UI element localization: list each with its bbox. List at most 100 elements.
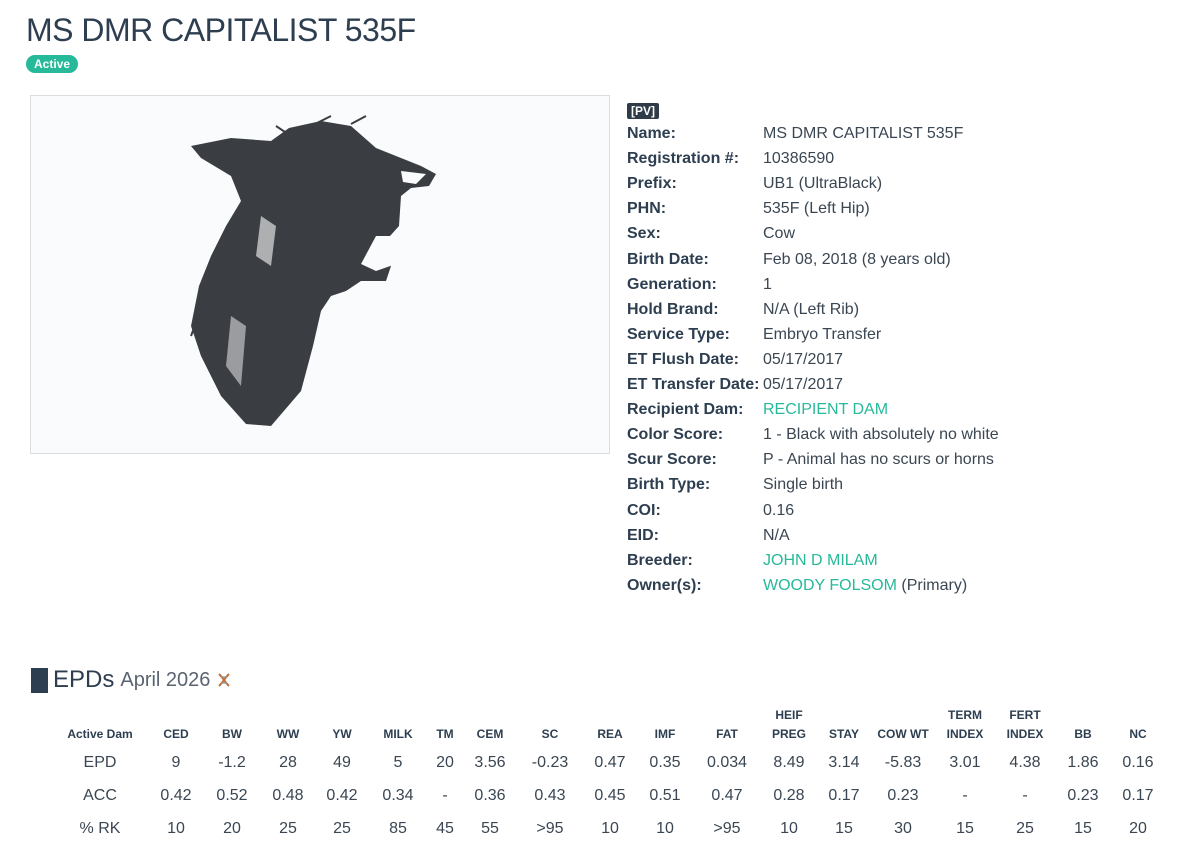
- detail-value: 05/17/2017: [763, 376, 843, 394]
- epd-cell: 0.28: [773, 787, 805, 804]
- epd-cell: 3.01: [949, 754, 981, 771]
- epd-cell: 15: [1074, 820, 1092, 837]
- row-label: ACC: [83, 787, 117, 804]
- epd-title: EPDs: [53, 666, 115, 693]
- epd-cell: -5.83: [884, 754, 922, 771]
- epd-cell: 15: [835, 820, 853, 837]
- epd-cell: 3.56: [474, 754, 506, 771]
- detail-text: 05/17/2017: [763, 376, 844, 393]
- detail-text: Single birth: [763, 476, 844, 494]
- epd-cell: 3.14: [828, 754, 860, 771]
- epd-cell: >95: [713, 820, 741, 837]
- epd-cell: 0.52: [216, 787, 248, 804]
- animal-title: MS DMR CAPITALIST 535F: [26, 12, 416, 48]
- detail-label: Recipient Dam:: [627, 401, 744, 419]
- epd-cell: 0.34: [382, 787, 414, 804]
- detail-text: Cow: [763, 225, 796, 243]
- epd-cell: 49: [333, 754, 351, 771]
- detail-label: Registration #:: [627, 150, 740, 168]
- epd-cell: 45: [436, 820, 454, 837]
- epd-cell: 0.17: [828, 787, 860, 804]
- epd-date: April 2026: [120, 668, 211, 691]
- column-header: CEM: [476, 727, 504, 741]
- detail-value: P - Animal has no scurs or horns: [763, 451, 994, 469]
- detail-text: 1 - Black with absolutely no white: [763, 426, 999, 444]
- column-header: FAT: [716, 727, 738, 741]
- column-header: IMF: [654, 727, 676, 741]
- cow-drawing: [190, 115, 436, 426]
- detail-text: N/A: [763, 526, 790, 544]
- detail-text: N/A (Left Rib): [763, 300, 860, 318]
- epd-cell: 0.16: [1122, 754, 1154, 771]
- epd-cell: 10: [656, 820, 674, 837]
- epd-cell: 25: [333, 820, 351, 837]
- epd-cell: 10: [601, 820, 619, 837]
- column-header: SC: [541, 727, 559, 741]
- epd-cell: 0.47: [594, 754, 626, 771]
- column-header: CED: [163, 727, 189, 741]
- status-pill: Active: [26, 55, 79, 73]
- epd-cell: 0.51: [649, 787, 681, 804]
- epd-cell: 0.17: [1122, 787, 1154, 804]
- epd-cell: -: [962, 787, 968, 804]
- detail-value: 1 - Black with absolutely no white: [763, 426, 999, 444]
- epd-cell: -0.23: [531, 754, 569, 771]
- epd-cell: 9: [171, 754, 181, 771]
- epd-cell: -: [1022, 787, 1028, 804]
- detail-label: COI:: [627, 501, 661, 519]
- detail-value: JOHN D MILAM: [763, 552, 878, 570]
- row-label: % RK: [79, 820, 121, 837]
- detail-value: WOODY FOLSOM (Primary): [763, 577, 967, 595]
- epd-cell: 55: [481, 820, 499, 837]
- epd-cell: 0.47: [711, 787, 743, 804]
- dna-icon: [218, 673, 231, 687]
- epd-cell: 25: [1016, 820, 1034, 837]
- detail-text: 05/17/2017: [763, 350, 844, 368]
- column-header: HEIF PREG: [771, 708, 806, 741]
- detail-label: ET Flush Date:: [627, 350, 740, 368]
- detail-label: Generation:: [627, 275, 717, 293]
- pv-badge: [PV]: [627, 103, 659, 119]
- detail-link[interactable]: JOHN D MILAM: [763, 551, 878, 569]
- epd-cell: 4.38: [1009, 754, 1041, 771]
- detail-value: UB1 (UltraBlack): [763, 175, 882, 193]
- epd-cell: 0.48: [272, 787, 304, 804]
- detail-label: Sex:: [627, 225, 661, 243]
- epd-cell: 0.43: [534, 787, 566, 804]
- epd-cell: 15: [956, 820, 974, 837]
- detail-text: 10386590: [763, 150, 835, 168]
- detail-value: N/A: [763, 527, 790, 545]
- detail-value: 1: [763, 276, 772, 294]
- animal-photo: [30, 95, 610, 454]
- row-label: EPD: [83, 754, 117, 771]
- column-header: WW: [276, 727, 300, 741]
- detail-label: Breeder:: [627, 551, 693, 569]
- detail-value: RECIPIENT DAM: [763, 401, 888, 419]
- detail-label: PHN:: [627, 200, 667, 218]
- detail-text: UB1 (UltraBlack): [763, 175, 883, 193]
- detail-text: MS DMR CAPITALIST 535F: [763, 125, 964, 142]
- epd-cell: 20: [1129, 820, 1147, 837]
- detail-label: Birth Date:: [627, 250, 709, 268]
- detail-label: Color Score:: [627, 426, 724, 444]
- detail-value: 535F (Left Hip): [763, 200, 870, 218]
- epd-cell: 20: [436, 754, 454, 771]
- detail-label: ET Transfer Date:: [627, 376, 760, 393]
- detail-link[interactable]: WOODY FOLSOM: [763, 576, 897, 594]
- detail-value: 05/17/2017: [763, 351, 843, 369]
- epd-cell: 0.034: [706, 754, 748, 771]
- epd-cell: 1.86: [1067, 754, 1099, 771]
- column-header: MILK: [383, 727, 413, 741]
- column-header: Active Dam: [67, 727, 133, 741]
- column-header: COW WT: [877, 727, 929, 741]
- column-header: NC: [1129, 727, 1147, 741]
- detail-value: MS DMR CAPITALIST 535F: [763, 125, 963, 143]
- detail-label: Owner(s):: [627, 576, 702, 594]
- detail-text: 1: [763, 275, 772, 293]
- epd-cell: 25: [279, 820, 297, 837]
- epd-cell: 0.45: [594, 787, 626, 804]
- column-header: YW: [332, 727, 352, 741]
- detail-link[interactable]: RECIPIENT DAM: [763, 401, 889, 419]
- epd-heading: EPDs April 2026: [31, 666, 233, 694]
